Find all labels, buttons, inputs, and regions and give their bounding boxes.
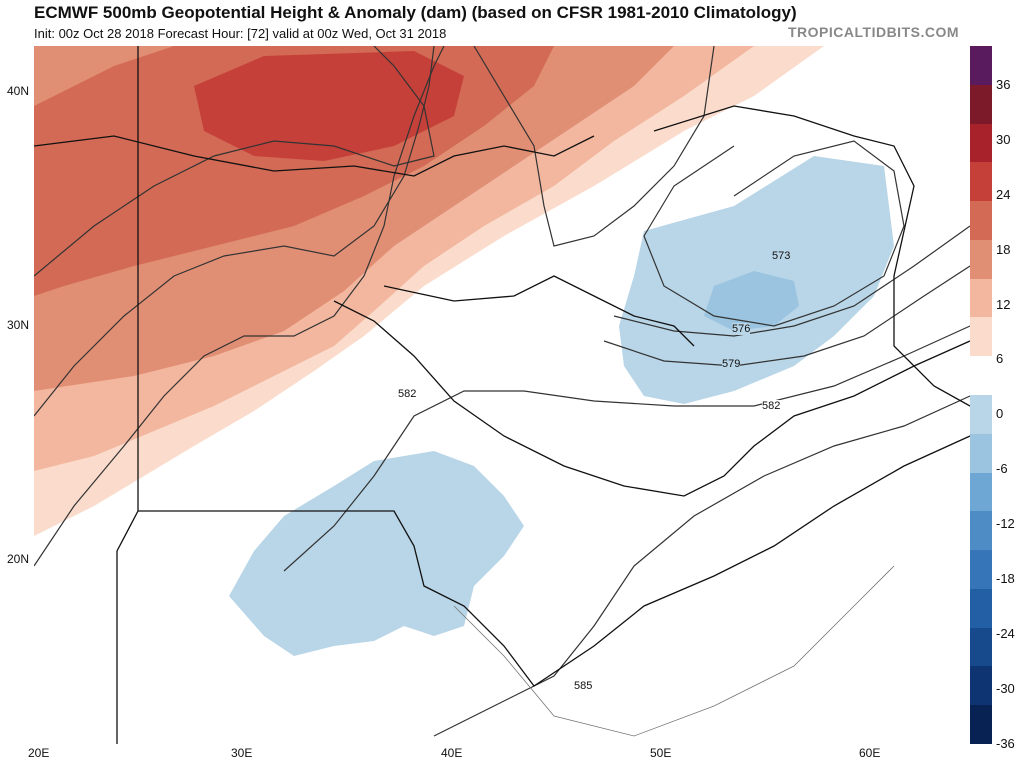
lon-label: 60E [859,746,881,760]
contour-label: 579 [722,358,741,370]
anomaly-band-pos-30 [194,51,464,161]
height-contour-line [433,395,970,737]
country-border [383,275,695,347]
colorbar-label: -6 [996,461,1008,477]
lon-label: 40E [441,746,463,760]
height-contour-line [603,265,970,367]
colorbar-label: 30 [996,131,1011,147]
lon-label: 30E [231,746,253,760]
contour-label: 582 [398,388,417,400]
colorbar-label: -12 [996,516,1015,532]
contour-label: 585 [574,680,593,692]
lat-label: 40N [7,84,30,98]
contour-label: 582 [762,400,781,412]
colorbar-label: 0 [996,406,1004,422]
colorbar-segment [970,550,992,590]
country-border [116,46,139,744]
colorbar-segment [970,433,992,474]
height-contour-line [643,140,905,327]
colorbar-segment [970,472,992,512]
colorbar-segment [970,239,992,280]
colorbar-segment [970,123,992,163]
lat-label: 30N [7,318,30,332]
height-contour-line [283,325,970,572]
country-border [34,135,595,177]
height-contour-line [473,46,715,247]
colorbar-segment [970,666,992,706]
map-canvas [34,46,970,744]
colorbar-segment [970,201,992,241]
country-border [453,565,895,737]
lon-label: 50E [650,746,672,760]
height-contour-line [34,46,445,567]
anomaly-blob-neg-persia-core [704,271,799,331]
colorbar [970,46,992,745]
brand-watermark[interactable]: TROPICALTIDBITS.COM [788,24,960,40]
country-border [138,435,970,687]
lat-label: 20N [7,552,30,566]
colorbar-segment [970,46,992,86]
colorbar-label: -18 [996,571,1015,587]
colorbar-label: 18 [996,241,1011,257]
colorbar-segment [970,278,992,318]
height-contour-line [34,46,435,417]
colorbar-label: 36 [996,76,1011,92]
country-border [333,300,970,497]
colorbar-segment [970,395,992,435]
colorbar-segment [970,705,992,745]
colorbar-segment [970,627,992,667]
colorbar-label: -24 [996,626,1015,642]
map-subtitle: Init: 00z Oct 28 2018 Forecast Hour: [72… [34,26,447,41]
colorbar-segment [970,356,992,396]
colorbar-segment [970,317,992,357]
anomaly-blob-neg-sudan [229,451,524,656]
colorbar-label: -36 [996,736,1015,751]
lon-label: 20E [28,746,50,760]
colorbar-label: -30 [996,681,1015,697]
height-contour-line [613,225,970,337]
colorbar-segment [970,588,992,629]
country-border [653,105,970,407]
map-title: ECMWF 500mb Geopotential Height & Anomal… [34,3,797,22]
contour-label: 573 [772,250,791,262]
height-contour-line [34,46,435,277]
colorbar-label: 12 [996,296,1011,312]
colorbar-label: 24 [996,186,1011,202]
colorbar-label: 6 [996,351,1004,367]
map-area[interactable]: 40N 30N 20N 20E 30E 40E 50E 60E 573 576 … [7,46,970,760]
colorbar-segment [970,511,992,551]
colorbar-segment [970,162,992,202]
contour-label: 576 [732,323,751,335]
colorbar-segment [970,84,992,125]
